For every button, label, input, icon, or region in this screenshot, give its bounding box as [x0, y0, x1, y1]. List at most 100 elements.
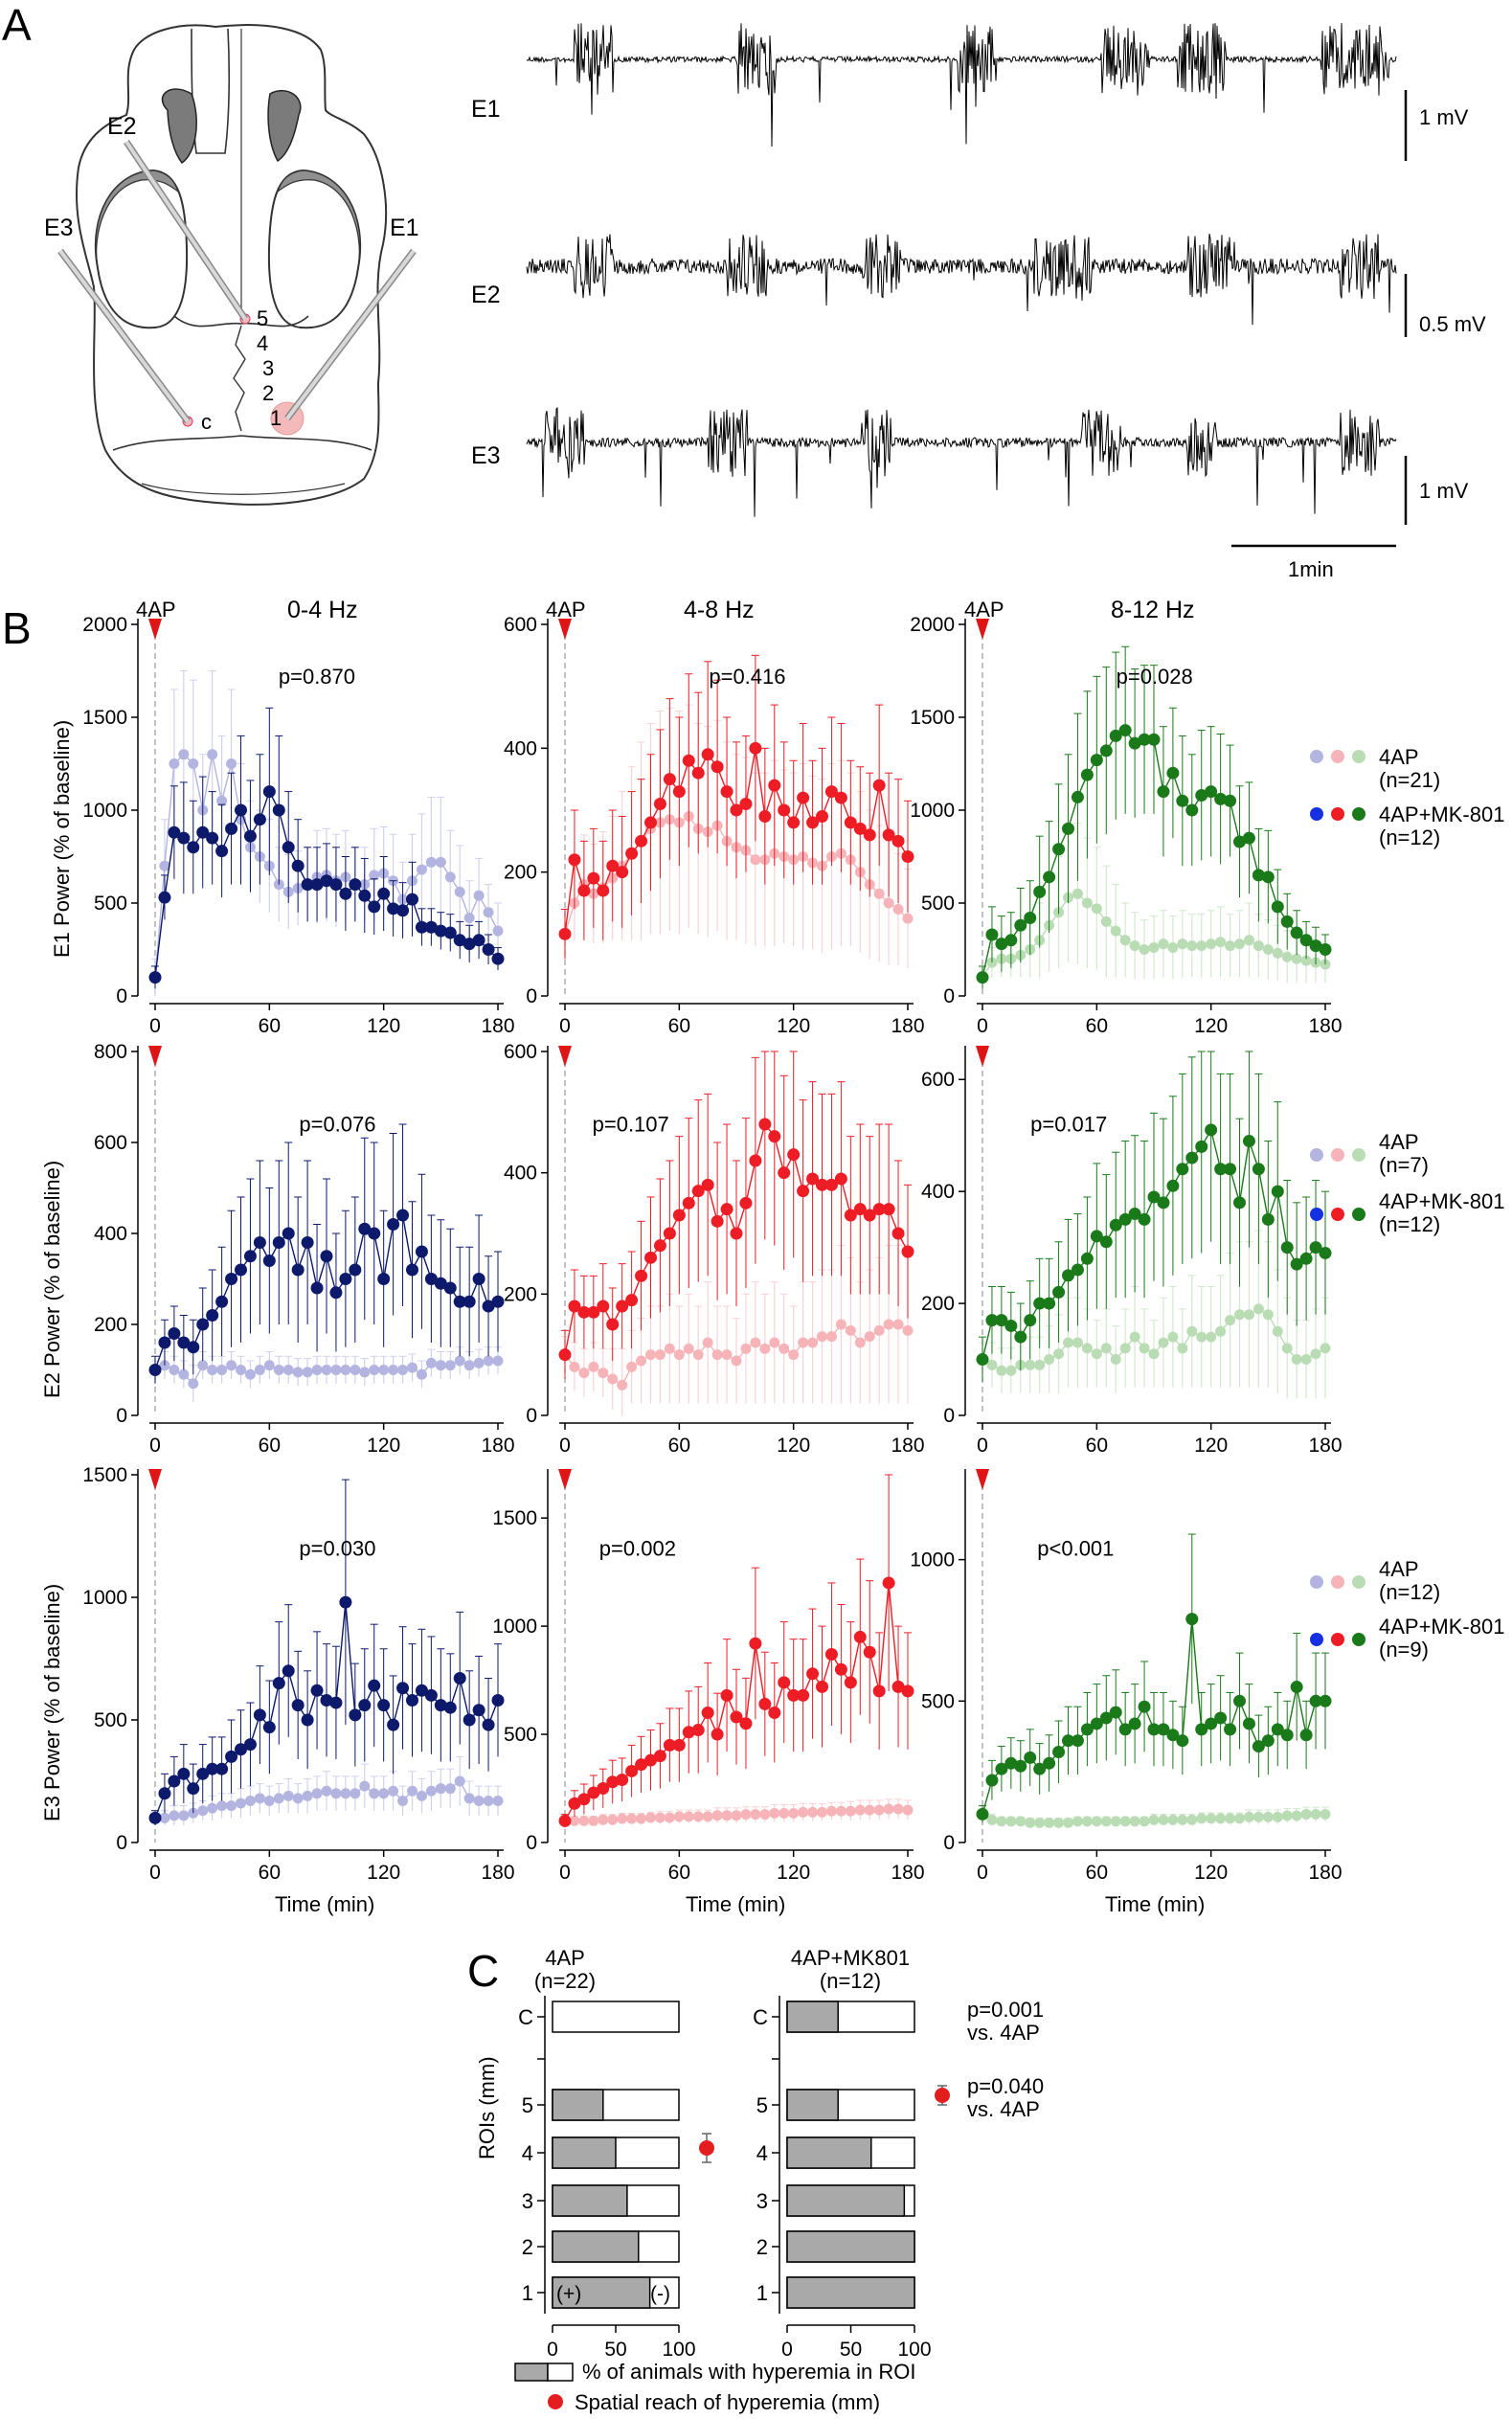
legend-dot-light-red	[1331, 1148, 1344, 1162]
data-point	[1252, 1163, 1265, 1176]
data-point	[1320, 1343, 1331, 1354]
roi-label-5: 5	[257, 306, 268, 330]
data-point	[778, 803, 791, 817]
data-point	[483, 1795, 494, 1806]
data-point	[254, 1365, 265, 1375]
data-point	[291, 1699, 305, 1712]
data-point	[406, 893, 418, 906]
series-4ap-mk801	[148, 1123, 505, 1384]
data-point	[872, 1684, 886, 1698]
data-point	[1166, 1179, 1180, 1192]
data-point	[282, 1664, 295, 1678]
x-tick-label: 120	[777, 1015, 810, 1037]
data-point	[416, 864, 427, 875]
p-value: p<0.001	[1037, 1536, 1114, 1560]
data-point	[750, 1809, 761, 1820]
data-point	[424, 1273, 438, 1285]
legend-bar-empty	[547, 2362, 574, 2382]
data-point	[368, 1227, 381, 1240]
data-point	[492, 925, 504, 937]
data-point	[891, 834, 905, 848]
data-point	[845, 1324, 856, 1336]
legend-dot-light-green	[1352, 750, 1365, 763]
x-tick-label: 60	[1086, 1435, 1108, 1457]
data-point	[1100, 916, 1112, 927]
data-point	[1139, 1816, 1150, 1827]
data-point	[749, 741, 762, 755]
data-point	[377, 1699, 391, 1712]
data-point	[226, 1360, 237, 1371]
data-point	[985, 928, 999, 941]
series-4ap	[977, 1806, 1331, 1828]
scale-label-e1: 1 mV	[1419, 105, 1469, 129]
bar-fill	[786, 2230, 915, 2263]
data-point	[768, 1130, 781, 1143]
data-point	[577, 884, 591, 897]
data-point	[587, 871, 600, 885]
legend-row1: 4AP (n=21) 4AP+MK-801 (n=12)	[1310, 745, 1504, 849]
data-point	[663, 1738, 676, 1752]
data-point	[721, 1810, 733, 1821]
data-point	[835, 1319, 846, 1330]
y-tick-label: 0	[526, 1405, 537, 1427]
data-point	[598, 1368, 609, 1379]
data-point	[607, 1814, 619, 1825]
data-point	[1044, 1817, 1055, 1828]
data-point	[1109, 729, 1122, 742]
data-point	[187, 1341, 200, 1354]
drug-marker-label-col2: 4AP	[546, 598, 586, 622]
x-tick-label: 120	[1194, 1435, 1228, 1457]
data-point	[883, 897, 894, 909]
xlabel-col2: Time (min)	[686, 1892, 785, 1916]
data-point	[463, 1360, 475, 1371]
data-point	[730, 803, 743, 817]
plot-E1-4-8Hz: 0 200 400 600 0 60 120 180 p=0.416	[504, 614, 925, 1037]
drug-onset-marker	[558, 619, 572, 640]
y-tick-label: 200	[921, 1293, 955, 1315]
x-tick-label: 120	[1194, 1862, 1228, 1884]
data-point	[1090, 1717, 1103, 1730]
legend-dot-light-red	[1331, 750, 1344, 763]
data-point	[806, 1172, 820, 1186]
data-point	[292, 1367, 304, 1378]
data-point	[749, 1637, 762, 1650]
x-tick-label: 120	[367, 1862, 400, 1884]
data-point	[1261, 1212, 1275, 1226]
data-point	[1272, 1811, 1283, 1822]
data-point	[663, 773, 676, 786]
legend-n2: (n=12)	[1379, 825, 1440, 849]
data-point	[607, 1373, 619, 1385]
data-point	[1195, 788, 1208, 802]
data-point	[1080, 1252, 1094, 1265]
series-4ap	[149, 1755, 504, 1826]
data-point	[1025, 1359, 1036, 1370]
data-point	[654, 1812, 666, 1823]
data-point	[807, 1806, 819, 1818]
legend-n2: (n=9)	[1379, 1638, 1429, 1662]
drug-onset-marker	[558, 1046, 572, 1067]
p-value: p=0.017	[1030, 1113, 1107, 1137]
data-point	[1099, 744, 1113, 757]
data-point	[196, 1767, 210, 1780]
data-point	[1214, 792, 1228, 805]
data-point	[263, 1795, 275, 1806]
data-point	[416, 1790, 427, 1801]
data-point	[1004, 934, 1018, 947]
band-title-8-12hz: 8-12 Hz	[1111, 597, 1195, 623]
x-tick-label: 180	[891, 1435, 924, 1457]
data-point	[339, 1273, 352, 1285]
data-point	[435, 856, 446, 868]
data-point	[892, 903, 904, 915]
data-point	[1110, 925, 1121, 937]
data-point	[1099, 1711, 1113, 1725]
data-point	[1025, 1817, 1036, 1828]
data-point	[787, 816, 801, 829]
series-4ap-mk801	[976, 1051, 1332, 1382]
data-point	[1063, 1817, 1073, 1828]
data-point	[1224, 794, 1237, 807]
data-point	[311, 1365, 323, 1375]
x-tick-label: 60	[259, 1435, 281, 1457]
p-value: p=0.416	[709, 665, 785, 689]
series-4ap-mk801	[558, 654, 914, 960]
data-point	[864, 1804, 875, 1816]
